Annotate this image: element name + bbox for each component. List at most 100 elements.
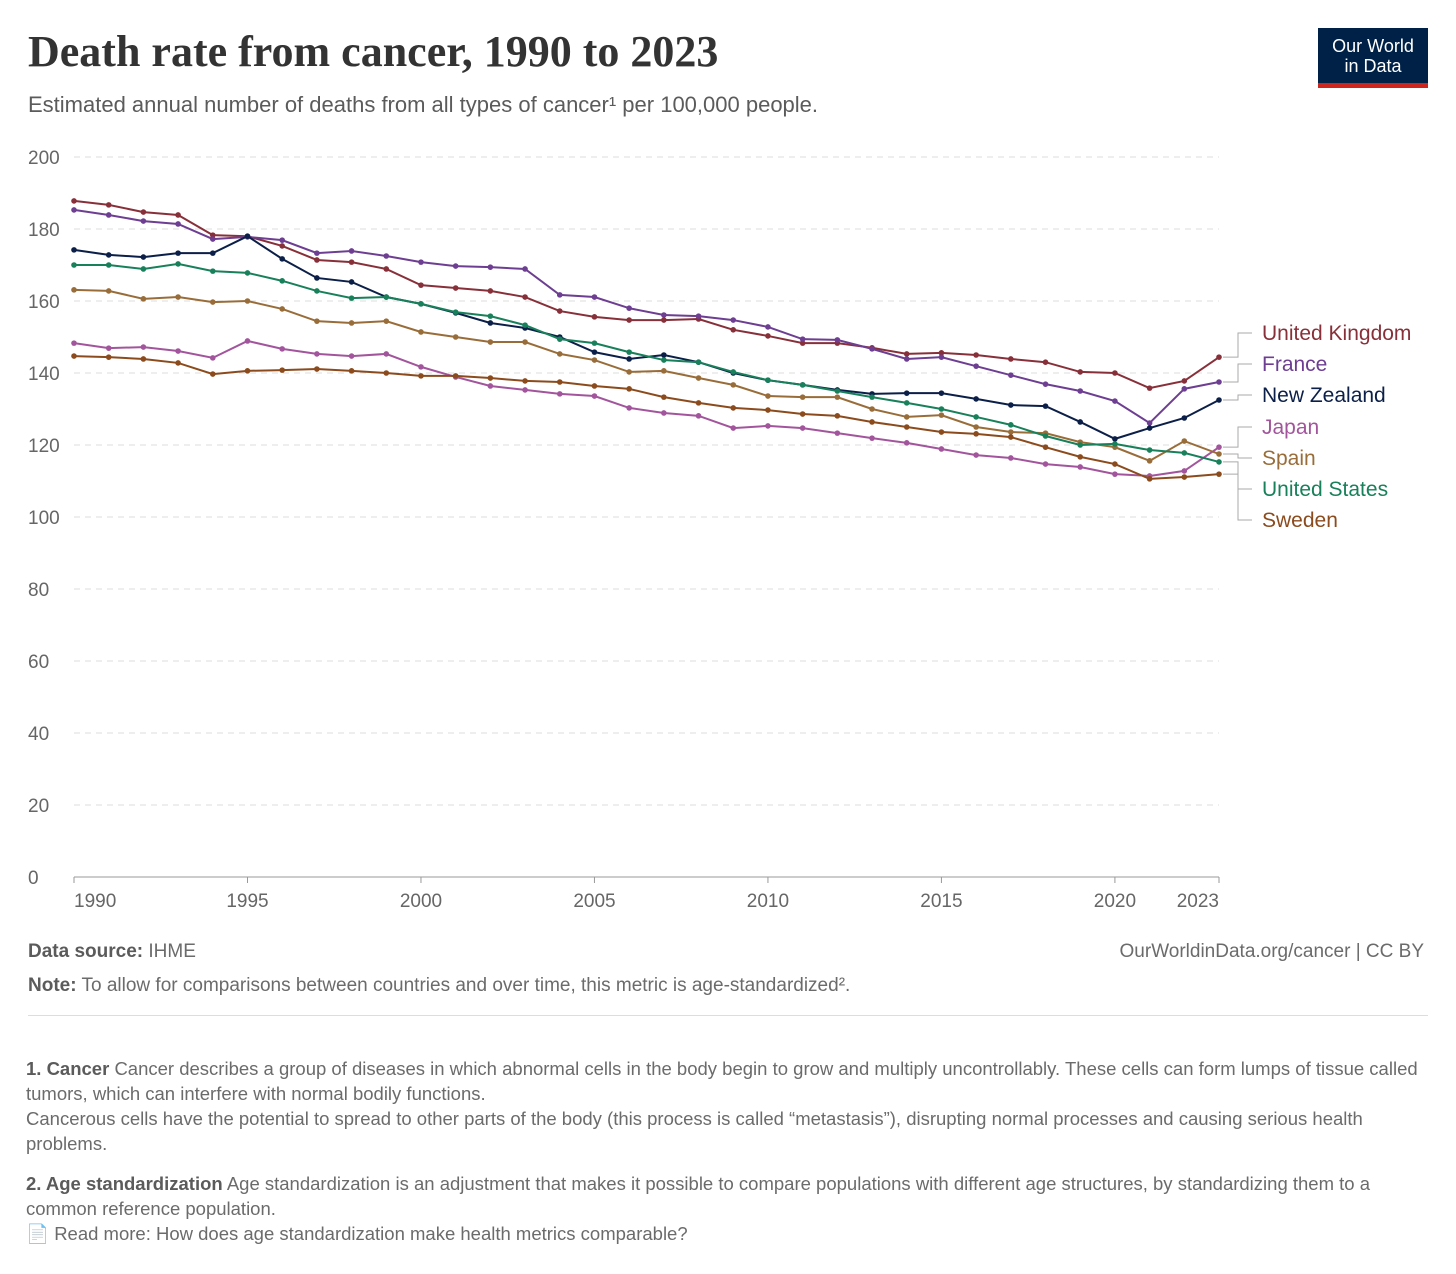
data-point	[556, 391, 563, 397]
data-point	[626, 305, 632, 312]
data-point	[209, 268, 216, 274]
data-point	[279, 256, 285, 262]
data-point	[105, 202, 112, 208]
data-point	[1146, 420, 1153, 426]
data-point	[244, 270, 251, 276]
data-point	[730, 425, 737, 431]
data-point	[314, 288, 320, 294]
data-point	[973, 396, 979, 402]
owid-logo[interactable]: Our World in Data	[1318, 28, 1428, 88]
data-point	[938, 354, 945, 360]
data-point	[799, 336, 806, 342]
data-point	[175, 360, 181, 366]
data-point	[71, 287, 77, 293]
data-point	[487, 383, 494, 389]
x-tick-label: 2015	[920, 891, 962, 912]
data-point	[1216, 471, 1222, 477]
source-url[interactable]: OurWorldinData.org/cancer | CC BY	[1119, 941, 1424, 962]
data-point	[1042, 381, 1049, 387]
data-point	[1181, 450, 1188, 456]
data-point	[1146, 447, 1153, 453]
data-point	[661, 352, 667, 358]
data-point	[1216, 459, 1222, 465]
data-point	[71, 262, 77, 268]
chart-subtitle: Estimated annual number of deaths from a…	[28, 92, 819, 117]
note: Note: To allow for comparisons between c…	[28, 975, 851, 996]
data-point	[973, 352, 979, 358]
data-point	[71, 207, 77, 213]
data-point	[1042, 403, 1049, 409]
data-point	[730, 327, 737, 333]
data-point	[279, 306, 285, 312]
data-point	[383, 253, 390, 259]
data-point	[903, 351, 910, 357]
data-point	[799, 394, 806, 400]
data-point	[1181, 468, 1188, 474]
x-tick-label: 1995	[226, 891, 268, 912]
data-point	[383, 370, 390, 376]
data-point	[1216, 379, 1222, 385]
data-point	[348, 295, 355, 301]
data-point	[626, 386, 632, 392]
data-point	[1042, 359, 1049, 366]
data-point	[1112, 471, 1118, 477]
data-point	[1008, 434, 1014, 440]
data-point	[314, 250, 320, 256]
data-point	[973, 363, 979, 369]
data-point	[383, 294, 390, 300]
data-point	[1181, 474, 1188, 480]
data-point	[175, 221, 181, 227]
data-point	[348, 279, 355, 285]
data-point	[1181, 378, 1188, 384]
data-point	[661, 394, 667, 400]
y-tick-label: 140	[28, 364, 60, 385]
data-point	[1008, 372, 1014, 378]
data-point	[1181, 415, 1188, 421]
data-point	[834, 337, 841, 343]
data-point	[1181, 386, 1188, 392]
data-point	[487, 313, 494, 319]
data-point	[1008, 422, 1014, 428]
data-point	[799, 382, 806, 388]
data-point	[244, 368, 251, 374]
series-label: United States	[1262, 478, 1388, 501]
data-point	[591, 393, 598, 399]
data-point	[1008, 402, 1014, 408]
series-line-france	[73, 208, 1220, 425]
data-point	[695, 413, 702, 419]
data-point	[348, 368, 355, 374]
label-connector	[1223, 426, 1252, 448]
data-point	[487, 264, 494, 270]
data-point	[973, 414, 979, 420]
read-more-link[interactable]: How does age standardization make health…	[155, 1223, 688, 1244]
data-point	[140, 344, 147, 350]
data-point	[175, 294, 181, 300]
data-point	[938, 446, 945, 452]
data-point	[348, 248, 355, 254]
data-point	[1112, 370, 1118, 376]
data-point	[765, 377, 771, 384]
data-point	[834, 413, 841, 419]
data-point	[522, 387, 528, 393]
data-source: Data source: IHME	[28, 941, 196, 962]
data-point	[105, 212, 112, 218]
y-tick-label: 40	[28, 724, 49, 745]
data-point	[973, 452, 979, 458]
data-point	[1112, 441, 1118, 447]
data-point	[244, 233, 251, 239]
series-line-united-kingdom	[73, 199, 1220, 390]
data-point	[799, 411, 806, 417]
data-point	[903, 440, 910, 446]
y-tick-label: 120	[28, 436, 60, 457]
x-tick-label: 2023	[1177, 891, 1219, 912]
data-point	[522, 378, 528, 384]
series-label: Sweden	[1262, 509, 1338, 532]
data-point	[661, 410, 667, 416]
data-point	[903, 356, 910, 362]
data-point	[869, 435, 875, 441]
data-point	[487, 320, 494, 326]
data-point	[244, 298, 251, 304]
data-point	[1146, 458, 1153, 464]
data-point	[452, 263, 459, 269]
label-connector	[1223, 332, 1252, 358]
